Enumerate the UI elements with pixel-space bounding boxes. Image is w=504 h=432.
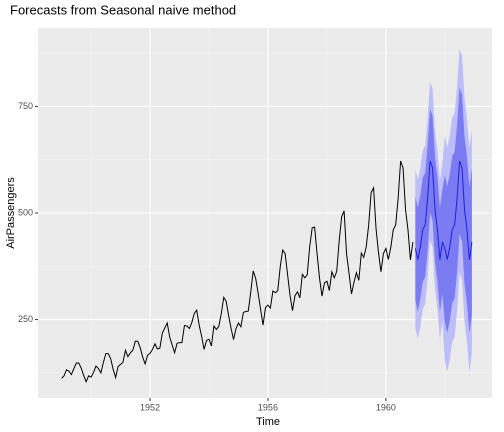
y-axis-label: AirPassengers	[5, 177, 17, 249]
y-tick-label: 500	[18, 207, 33, 217]
y-tick-label: 250	[18, 314, 33, 324]
x-tick-label: 1952	[140, 402, 160, 412]
x-axis-label: Time	[256, 416, 280, 428]
forecast-line	[414, 160, 473, 260]
x-tick-label: 1960	[376, 402, 396, 412]
actual-line	[61, 160, 414, 384]
interval-80	[415, 87, 472, 334]
y-tick-label: 750	[18, 101, 33, 111]
chart-title: Forecasts from Seasonal naive method	[10, 2, 236, 17]
x-tick-label: 1956	[258, 402, 278, 412]
